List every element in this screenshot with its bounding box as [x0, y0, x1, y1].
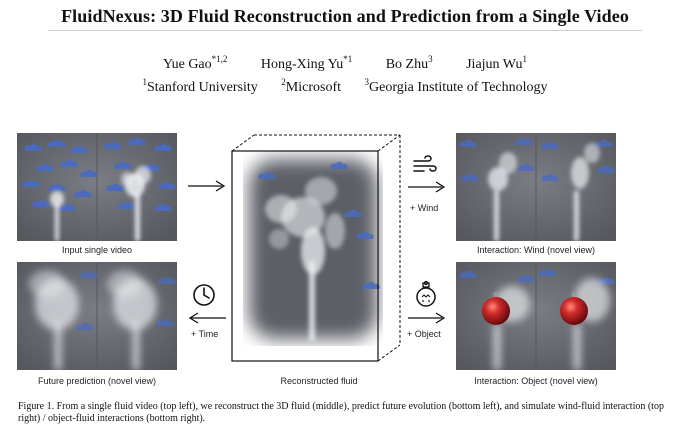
object-interaction-caption: Interaction: Object (novel view) [474, 376, 598, 386]
reconstructed-fluid-image [243, 151, 383, 346]
wind-interaction-caption: Interaction: Wind (novel view) [476, 245, 596, 255]
author: Bo Zhu3 [385, 54, 433, 73]
future-prediction-caption: Future prediction (novel view) [37, 376, 157, 386]
reconstruction-volume-box [231, 134, 401, 362]
input-video-image [17, 133, 177, 241]
recon-to-wind-arrow [408, 181, 446, 193]
object-label: + Object [407, 329, 441, 339]
time-label: + Time [191, 329, 219, 339]
future-prediction-image [17, 262, 177, 370]
reconstructed-fluid-caption: Reconstructed fluid [280, 376, 358, 386]
affiliation: 1Stanford University [142, 77, 258, 96]
affiliation-list: 1Stanford University 2Microsoft 3Georgia… [0, 77, 690, 96]
title-divider [48, 30, 642, 31]
clock-icon [193, 284, 215, 306]
input-video-caption: Input single video [61, 245, 133, 255]
object-interaction-image [456, 262, 616, 370]
wind-interaction-image [456, 133, 616, 241]
ornament-icon [416, 280, 436, 307]
affiliation: 3Georgia Institute of Technology [364, 77, 548, 96]
wind-label: + Wind [410, 203, 439, 213]
figure-caption: Figure 1. From a single fluid video (top… [18, 401, 664, 424]
affiliation: 2Microsoft [281, 77, 341, 96]
paper-title: FluidNexus: 3D Fluid Reconstruction and … [61, 6, 629, 26]
recon-to-object-arrow [408, 312, 446, 324]
input-to-recon-arrow [188, 180, 226, 192]
author: Hong-Xing Yu*1 [260, 54, 353, 73]
author: Yue Gao*1,2 [163, 54, 228, 73]
recon-to-future-arrow [188, 312, 226, 324]
author-list: Yue Gao*1,2 Hong-Xing Yu*1 Bo Zhu3 Jiaju… [0, 54, 690, 73]
wind-icon [413, 155, 437, 172]
author: Jiajun Wu1 [466, 54, 527, 73]
